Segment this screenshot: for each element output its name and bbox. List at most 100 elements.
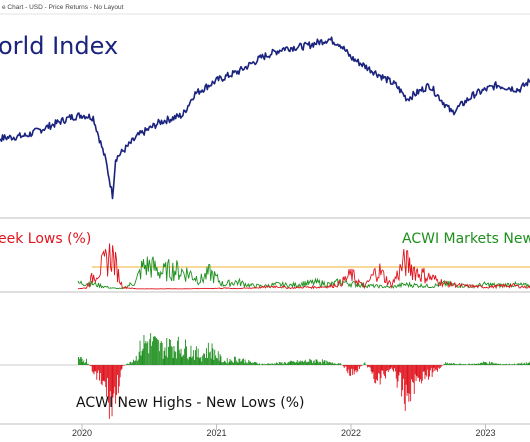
index-line: [0, 36, 530, 200]
net-bar: [506, 363, 507, 365]
net-bar: [184, 348, 186, 365]
net-bar: [380, 365, 382, 379]
net-bar: [130, 361, 132, 365]
net-bar: [377, 365, 378, 381]
net-bar: [243, 363, 245, 365]
net-bar: [169, 339, 170, 365]
net-bar: [324, 360, 326, 365]
net-bar: [493, 364, 495, 365]
net-bar: [458, 363, 460, 365]
net-bar: [490, 362, 492, 365]
net-bar: [438, 365, 440, 369]
net-bar: [307, 361, 309, 365]
net-bar: [317, 361, 319, 365]
net-bar: [154, 336, 155, 365]
net-bar: [245, 362, 247, 365]
net-bar: [330, 363, 332, 365]
net-bar: [428, 365, 429, 380]
net-bar: [480, 362, 481, 365]
net-bar: [390, 365, 392, 369]
net-bar: [201, 361, 203, 365]
net-bar: [294, 362, 295, 365]
net-bar: [446, 362, 448, 365]
net-bar: [238, 358, 240, 365]
net-bar: [169, 340, 171, 365]
net-highs-lows-bars: [78, 333, 530, 419]
net-bar: [479, 364, 481, 365]
net-bar: [309, 358, 311, 365]
net-bar: [142, 348, 144, 365]
net-bar: [483, 361, 485, 365]
net-bar: [473, 363, 475, 365]
net-bar: [188, 357, 190, 365]
net-bar: [118, 365, 120, 387]
net-bar: [310, 359, 312, 365]
net-bar: [354, 365, 356, 372]
net-bar: [481, 363, 483, 365]
net-bar: [82, 362, 84, 365]
net-bar: [346, 365, 348, 372]
net-bar: [438, 365, 439, 368]
net-bar: [105, 365, 107, 387]
net-bar: [214, 349, 216, 365]
net-bar: [445, 362, 447, 365]
net-bar: [212, 348, 214, 365]
net-bar: [250, 361, 251, 365]
net-bar: [170, 346, 172, 365]
net-bar: [257, 363, 259, 365]
net-bar: [266, 364, 268, 365]
net-bar: [464, 364, 465, 365]
net-bar: [504, 364, 506, 365]
net-bar: [78, 357, 79, 365]
net-bar: [400, 365, 402, 374]
net-bar: [384, 365, 386, 377]
net-bar: [455, 364, 457, 365]
net-bar: [291, 361, 293, 365]
net-bar: [174, 351, 176, 365]
net-bar: [147, 341, 149, 365]
net-bar: [528, 362, 530, 365]
net-bar: [394, 365, 396, 372]
new-lows-title: eek Lows (%): [0, 231, 91, 247]
net-bar: [192, 356, 194, 365]
net-bar: [241, 360, 243, 365]
net-bar: [496, 363, 498, 365]
net-bar: [432, 365, 434, 373]
net-bar: [110, 365, 112, 404]
net-bar: [334, 363, 336, 365]
net-bar: [145, 341, 147, 365]
net-bar: [195, 350, 196, 365]
net-bar: [495, 363, 497, 365]
net-bar: [254, 361, 256, 365]
net-bar: [251, 362, 252, 365]
net-bar: [507, 364, 509, 365]
net-bar: [336, 364, 338, 365]
net-bar: [186, 346, 187, 365]
net-bar: [156, 339, 158, 365]
net-bar: [509, 364, 511, 365]
net-bar: [108, 365, 110, 419]
net-bar: [121, 365, 123, 369]
net-bar: [349, 365, 351, 376]
net-bar: [200, 357, 202, 365]
net-bar: [235, 360, 237, 365]
net-bar: [206, 348, 207, 365]
net-bar: [401, 365, 403, 397]
net-bar: [290, 360, 292, 365]
net-bar: [81, 358, 83, 365]
net-bar: [525, 362, 527, 365]
net-bar: [369, 365, 371, 368]
net-bar: [468, 363, 470, 365]
net-bar: [137, 359, 139, 365]
net-bar: [437, 365, 438, 372]
net-bar: [328, 362, 329, 365]
net-bar: [326, 360, 328, 365]
net-bar: [403, 365, 405, 404]
net-bar: [89, 365, 91, 366]
net-bar: [320, 361, 321, 365]
net-bar: [415, 365, 417, 381]
new-highs-lows-panel: eek Lows (%) ACWI Markets New S: [0, 231, 530, 293]
net-bar: [434, 365, 436, 371]
net-bar: [269, 363, 270, 365]
net-bar: [141, 350, 143, 365]
